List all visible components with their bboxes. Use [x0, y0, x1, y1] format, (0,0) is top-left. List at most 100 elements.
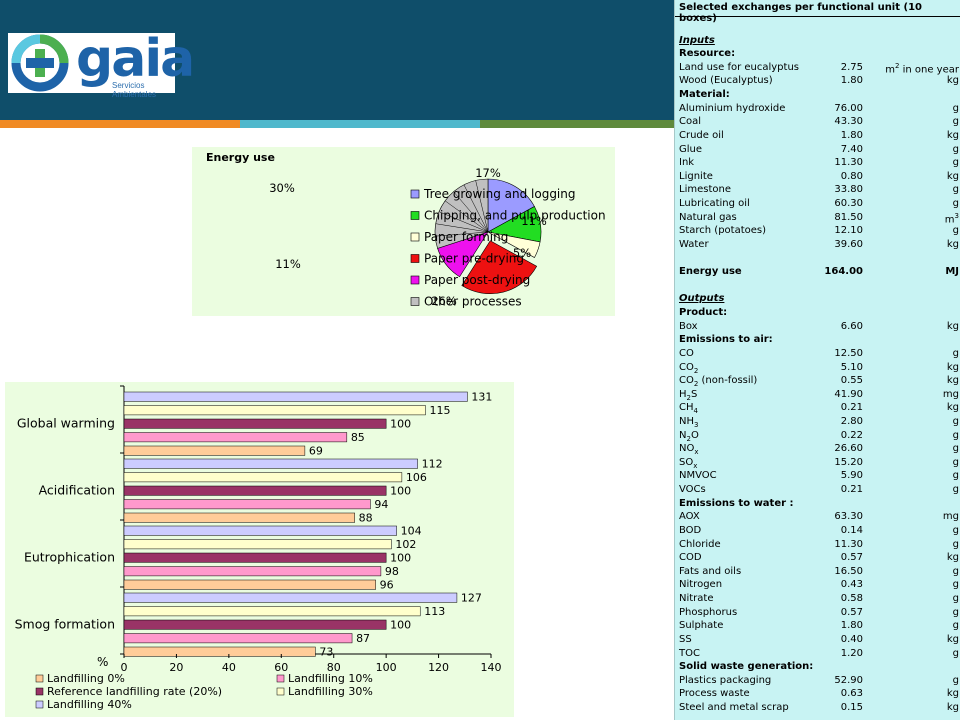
table-row-unit: kg [946, 361, 959, 373]
bar-3-1 [123, 633, 353, 644]
table-row-name: Limestone [679, 184, 731, 196]
table-row-value: 12.50 [834, 347, 863, 359]
table-row: Natural gas 81.50 m3 [679, 212, 959, 226]
bar-3-4 [123, 592, 458, 603]
bar-x-ticks: 0 20 40 60 80 100 120 140% [97, 654, 502, 674]
table-row-unit: g [952, 674, 959, 686]
table-row-unit: g [952, 184, 959, 196]
table-row-unit: kg [946, 702, 959, 713]
impact-bar-panel: 131 115 100 85 69 112 106 100 94 88 104 102 100 98 96 1… [5, 382, 514, 717]
table-row: Energy use 164.00 MJ [679, 266, 959, 280]
table-row: CO2 5.10 kg [679, 362, 959, 376]
table-row-name: Emissions to water : [679, 497, 794, 509]
table-row-name: Lignite [679, 170, 713, 182]
pie-legend-label: Paper post-drying [424, 273, 530, 287]
table-row-name: Outputs [679, 293, 725, 305]
table-title: Selected exchanges per functional unit (… [679, 2, 922, 24]
table-row-unit: g [952, 620, 959, 632]
table-row: VOCs 0.21 g [679, 484, 959, 498]
table-row-unit: g [952, 579, 959, 591]
table-row: Process waste 0.63 kg [679, 688, 959, 702]
table-row-unit: g [952, 470, 959, 482]
pie-percent-label: 30% [269, 181, 295, 195]
gaia-logo: gaia Servicios Ambientales [8, 29, 195, 99]
table-row-name: Crude oil [679, 129, 724, 141]
table-row-name: Aluminium hydroxide [679, 102, 786, 114]
table-row-value: 16.50 [834, 565, 863, 577]
table-row: Box 6.60 kg [679, 321, 959, 335]
table-row-unit: kg [946, 402, 959, 414]
pie-other-divider [435, 231, 489, 237]
table-row-name: Solid waste generation: [679, 661, 814, 673]
bar-value-label: 104 [401, 524, 422, 537]
bar-category-label: Acidification [39, 482, 115, 497]
pie-percent-labels: 17% 11% 5% 26% 11% 30% [269, 166, 547, 308]
table-row-value: 0.22 [840, 429, 863, 441]
table-row-unit: g [952, 143, 959, 155]
table-row: Nitrogen 0.43 g [679, 579, 959, 593]
bar-1-0 [123, 512, 355, 523]
table-row: Lignite 0.80 kg [679, 171, 959, 185]
table-row-value: 43.30 [834, 116, 863, 128]
table-row-name: AOX [679, 511, 700, 523]
table-row-name: SOx [679, 456, 698, 470]
table-row-name: Inputs [679, 34, 715, 46]
bar-1-3 [123, 472, 403, 483]
table-row-value: 12.10 [834, 225, 863, 237]
pie-slices [434, 178, 542, 295]
table-row: Land use for eucalyptus 2.75 m2 in one yea… [679, 62, 959, 76]
bar-3-3 [123, 606, 421, 617]
table-row: Wood (Eucalyptus) 1.80 kg [679, 75, 959, 89]
pie-other-divider [444, 200, 489, 233]
table-row: Chloride 11.30 g [679, 539, 959, 553]
table-row-value: 39.60 [834, 238, 863, 250]
table-row-value: 33.80 [834, 184, 863, 196]
table-row: Lubricating oil 60.30 g [679, 198, 959, 212]
bar-x-tick-label: 80 [327, 661, 341, 674]
table-row: Plastics packaging 52.90 g [679, 675, 959, 689]
table-row-name: Lubricating oil [679, 198, 750, 210]
table-row: SS 0.40 kg [679, 634, 959, 648]
table-row-value: 76.00 [834, 102, 863, 114]
table-row-name: CO [679, 347, 694, 359]
table-row-name: Ink [679, 157, 695, 169]
table-row-value: 0.21 [840, 484, 863, 496]
table-row-name: Land use for eucalyptus [679, 61, 799, 73]
table-row-name: Plastics packaging [679, 674, 772, 686]
table-row-value: 0.58 [840, 593, 863, 605]
pie-legend-swatch [410, 232, 420, 242]
table-row-name: Chloride [679, 538, 721, 550]
table-row-name: Starch (potatoes) [679, 225, 767, 237]
table-row-value: 164.00 [824, 266, 863, 278]
table-row-value: 1.80 [840, 129, 863, 141]
table-row-name: H2S [679, 388, 698, 402]
table-row-value: 0.15 [840, 702, 863, 713]
table-row-name: Nitrate [679, 593, 714, 605]
table-row-name: Emissions to air: [679, 334, 773, 346]
table-row-unit: g [952, 565, 959, 577]
bar-series: 1311151008569112106100948810410210098961… [123, 390, 492, 658]
table-row: Coal 43.30 g [679, 116, 959, 130]
bar-legend-swatch [35, 687, 44, 696]
table-row: CH4 0.21 kg [679, 402, 959, 416]
bar-legend: Landfilling 0% Landfilling 10% Reference l… [35, 672, 373, 711]
bar-x-tick-label: 0 [121, 661, 128, 674]
bar-value-label: 106 [406, 471, 427, 484]
table-row-value: 0.57 [840, 552, 863, 564]
table-row-value: 11.30 [834, 538, 863, 550]
pie-percent-label: 17% [475, 166, 501, 180]
bar-category-labels: Global warming Acidification Eutrophicatio… [15, 415, 115, 631]
table-row-name: Water [679, 238, 709, 250]
table-row-name: Process waste [679, 688, 750, 700]
table-row-unit: g [952, 198, 959, 210]
table-row-value: 0.43 [840, 579, 863, 591]
table-row: Emissions to air: [679, 334, 959, 348]
bar-value-label: 127 [461, 591, 482, 604]
table-row-name: Phosphorus [679, 606, 738, 618]
table-row-name: VOCs [679, 484, 706, 496]
bar-x-tick-label: 40 [222, 661, 236, 674]
table-row: CO2 (non-fossil) 0.55 kg [679, 375, 959, 389]
table-row: H2S 41.90 mg [679, 389, 959, 403]
pie-legend-label: Chipping, and pulp production [424, 209, 606, 223]
bar-2-0 [123, 579, 376, 590]
